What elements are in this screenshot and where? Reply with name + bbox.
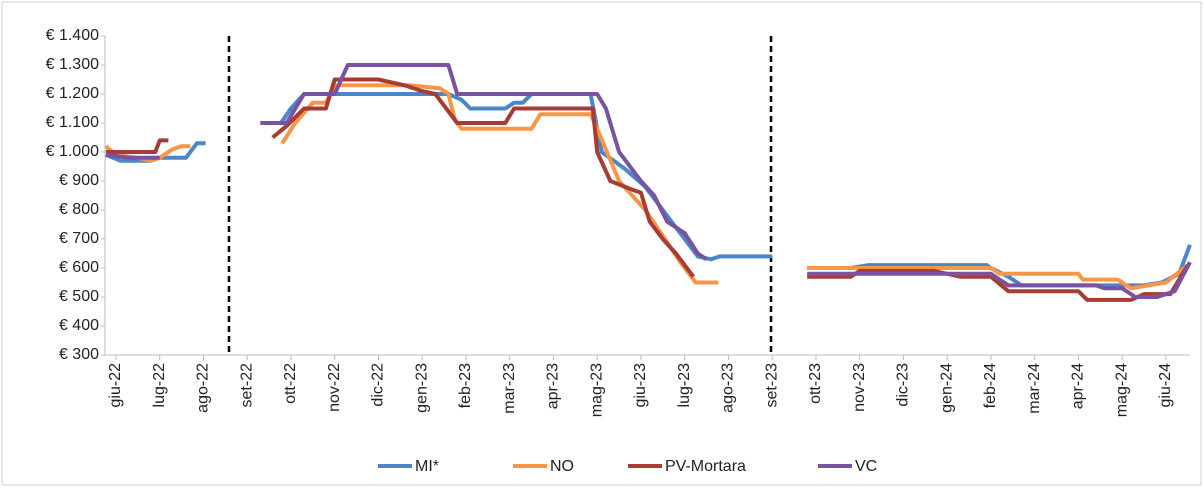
- y-tick-label: € 800: [59, 201, 99, 218]
- x-tick-label: mag-24: [1113, 363, 1130, 417]
- y-tick-label: € 600: [59, 259, 99, 276]
- x-tick-label: dic-23: [895, 363, 912, 407]
- x-tick-label: mag-23: [588, 363, 605, 417]
- x-tick-label: gen-24: [938, 363, 955, 413]
- y-tick-label: € 400: [59, 317, 99, 334]
- x-tick-label: nov-23: [851, 363, 868, 412]
- x-tick-label: set-22: [238, 363, 255, 408]
- x-tick-label: nov-22: [326, 363, 343, 412]
- x-tick-label: mar-24: [1026, 363, 1043, 414]
- y-tick-label: € 900: [59, 172, 99, 189]
- x-tick-label: ago-22: [195, 363, 212, 413]
- x-tick-label: mar-23: [501, 363, 518, 414]
- x-tick-label: ott-22: [282, 363, 299, 404]
- y-tick-label: € 1.200: [46, 85, 99, 102]
- x-tick-label: lug-22: [151, 363, 168, 408]
- y-tick-label: € 700: [59, 230, 99, 247]
- x-tick-label: lug-23: [676, 363, 693, 408]
- x-tick-label: ago-23: [720, 363, 737, 413]
- legend-label: PV-Mortara: [665, 458, 746, 475]
- x-tick-label: feb-23: [457, 363, 474, 408]
- x-tick-label: gen-23: [413, 363, 430, 413]
- y-tick-label: € 1.400: [46, 27, 99, 44]
- legend-label: MI*: [415, 458, 439, 475]
- series-line: [105, 77, 1190, 302]
- series-line: [105, 63, 1192, 299]
- y-tick-label: € 1.000: [46, 143, 99, 160]
- x-tick-label: apr-24: [1070, 363, 1087, 409]
- x-tick-label: apr-23: [545, 363, 562, 409]
- legend-label: NO: [550, 458, 574, 475]
- x-tick-label: set-23: [763, 363, 780, 408]
- x-tick-label: giu-22: [107, 363, 124, 408]
- x-tick-label: feb-24: [982, 363, 999, 408]
- x-tick-label: ott-23: [807, 363, 824, 404]
- legend-label: VC: [855, 458, 877, 475]
- y-tick-label: € 500: [59, 288, 99, 305]
- x-tick-label: dic-22: [370, 363, 387, 407]
- y-tick-label: € 1.300: [46, 56, 99, 73]
- y-tick-label: € 1.100: [46, 114, 99, 131]
- x-tick-label: giu-23: [632, 363, 649, 408]
- y-tick-label: € 300: [59, 346, 99, 363]
- x-tick-label: giu-24: [1157, 363, 1174, 408]
